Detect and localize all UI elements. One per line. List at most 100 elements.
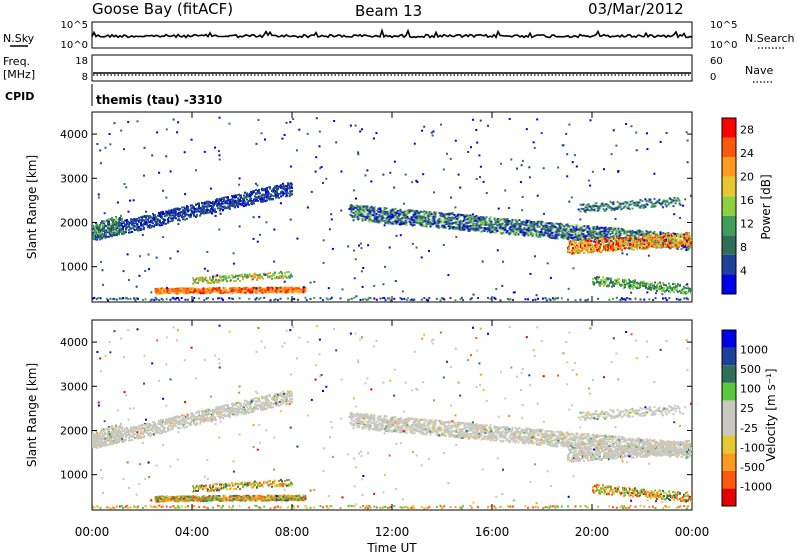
data-cell [232, 196, 234, 199]
data-cell [609, 230, 612, 232]
data-cell [193, 214, 195, 217]
data-cell [483, 227, 486, 229]
data-cell [276, 189, 278, 192]
data-cell [573, 236, 576, 239]
data-cell [215, 278, 217, 281]
data-cell [245, 204, 247, 207]
data-cell [578, 250, 580, 253]
data-cell [635, 232, 638, 235]
cpid-label: CPID [5, 90, 34, 103]
data-cell [99, 228, 101, 231]
data-cell [609, 233, 612, 236]
data-cell [517, 233, 520, 236]
data-cell [257, 196, 259, 199]
data-cell [174, 289, 177, 291]
data-cell [589, 237, 592, 240]
data-cell [277, 194, 279, 197]
data-cell [505, 231, 508, 234]
data-cell [609, 200, 612, 203]
data-cell [669, 244, 671, 247]
data-cell [592, 277, 594, 280]
data-cell [234, 201, 236, 204]
data-cell [632, 231, 635, 234]
data-cell [147, 218, 149, 221]
data-cell [432, 217, 435, 219]
data-cell [574, 232, 577, 235]
data-cell [409, 221, 412, 224]
data-cell [493, 231, 496, 234]
data-cell [160, 290, 163, 292]
data-cell [618, 235, 621, 238]
data-cell [239, 280, 241, 282]
data-cell [271, 275, 273, 277]
data-cell [528, 233, 531, 236]
data-cell [582, 233, 585, 236]
data-cell [500, 218, 503, 221]
data-cell [358, 210, 361, 213]
data-cell [352, 219, 355, 222]
data-cell [501, 225, 504, 228]
data-cell [438, 226, 441, 229]
data-cell [121, 222, 123, 225]
data-cell [152, 222, 154, 225]
data-cell [246, 198, 248, 201]
data-cell [205, 211, 207, 214]
data-cell [220, 205, 222, 208]
data-cell [643, 234, 645, 237]
data-cell [602, 279, 604, 282]
data-cell [553, 231, 556, 234]
data-cell [237, 197, 239, 200]
data-cell [280, 276, 282, 279]
data-cell [286, 185, 288, 188]
data-cell [233, 203, 235, 206]
data-cell [101, 220, 103, 223]
data-cell [164, 219, 166, 222]
data-cell [229, 287, 232, 290]
data-cell [267, 272, 269, 275]
data-cell [547, 230, 550, 232]
data-cell [186, 217, 188, 220]
data-cell [282, 277, 284, 279]
data-cell [622, 280, 624, 283]
data-cell [158, 212, 160, 215]
data-cell [286, 271, 288, 274]
data-cell [128, 223, 130, 226]
data-cell [639, 244, 641, 247]
data-cell [631, 239, 633, 242]
data-cell [456, 217, 459, 220]
data-cell [638, 238, 640, 241]
data-cell [205, 202, 207, 205]
data-cell [590, 240, 592, 243]
data-cell [223, 196, 225, 199]
data-cell [236, 194, 238, 197]
data-cell [557, 231, 560, 234]
data-cell [608, 237, 611, 240]
data-cell [656, 246, 658, 249]
data-cell [688, 290, 690, 292]
data-cell [215, 280, 217, 283]
data-cell [168, 291, 171, 294]
data-cell [502, 232, 505, 235]
data-cell [414, 213, 417, 216]
data-cell [672, 233, 674, 236]
data-cell [245, 275, 247, 278]
data-cell [269, 187, 271, 190]
data-cell [138, 216, 140, 219]
data-cell [195, 203, 197, 206]
data-cell [579, 229, 582, 232]
data-cell [265, 190, 267, 192]
data-cell [448, 219, 451, 222]
data-cell [646, 244, 648, 247]
data-cell [387, 222, 390, 225]
data-cell [514, 218, 517, 221]
data-cell [648, 288, 650, 290]
data-cell [523, 234, 526, 237]
data-cell [472, 228, 475, 231]
data-cell [561, 223, 564, 226]
data-cell [484, 218, 487, 221]
data-cell [603, 231, 606, 234]
data-cell [605, 228, 608, 231]
data-cell [610, 245, 612, 248]
data-cell [591, 225, 594, 228]
data-cell [587, 237, 590, 240]
